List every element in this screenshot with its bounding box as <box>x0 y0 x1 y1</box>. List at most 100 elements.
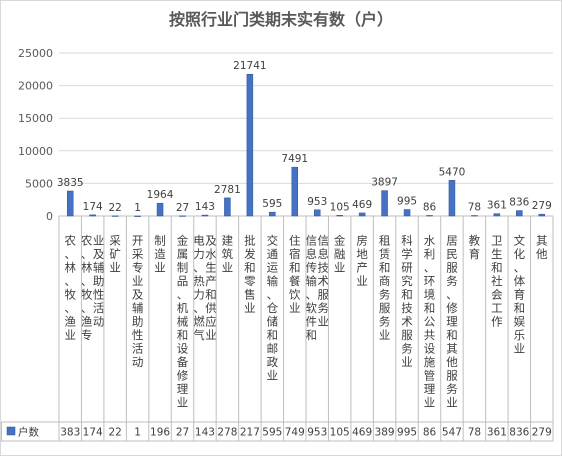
category-label: 居民服务、修理和其他服务业居民服务、修理和其他服务业 <box>446 234 458 410</box>
table-cell: 389 <box>375 427 395 439</box>
bar <box>89 214 96 217</box>
category-label: 水利、环境和公共设施管理业水利、环境和公共设施管理业 <box>424 234 436 410</box>
y-tick-label: 10000 <box>18 145 53 158</box>
category-label-column: 文化、体育和娱乐业 <box>514 234 526 356</box>
bar <box>538 213 546 217</box>
bar <box>201 214 209 217</box>
category-label: 制造业制造业 <box>154 234 166 275</box>
bar <box>493 213 501 217</box>
bars <box>66 73 546 217</box>
table-cell: 953 <box>307 427 327 439</box>
category-label: 科学研究和技术服务业科学研究和技术服务业 <box>401 234 413 370</box>
data-label: 469 <box>352 199 372 211</box>
table-cell: 995 <box>397 427 417 439</box>
category-label: 住宿和餐饮业住宿和餐饮业 <box>289 234 301 316</box>
category-label: 房地产业房地产业 <box>356 234 368 289</box>
category-label-column: 及水生产和供应业 <box>205 234 217 343</box>
y-tick-label: 0 <box>46 210 53 223</box>
category-label-column: 租赁和商务服务业 <box>379 234 391 343</box>
category-label-column: 科学研究和技术服务业 <box>401 234 413 370</box>
table-cell: 278 <box>217 427 237 439</box>
table-cell: 836 <box>509 427 529 439</box>
data-label: 105 <box>330 201 350 213</box>
bar <box>358 212 366 217</box>
data-label: 953 <box>307 196 327 208</box>
table-cell: 361 <box>487 427 507 439</box>
category-labels: 农、林、牧、渔业农、林、牧、渔业农、林、牧、渔专业及辅助性活动农、林、牧、渔专业… <box>64 234 548 410</box>
category-label-column: 住宿和餐饮业 <box>289 234 301 316</box>
data-label: 2781 <box>214 184 241 196</box>
data-label: 21741 <box>233 60 266 72</box>
table-cell: 279 <box>532 427 552 439</box>
category-label: 采矿业采矿业 <box>109 234 121 275</box>
bar <box>381 190 388 217</box>
category-label-column: 农、林、牧、渔专 <box>81 234 93 343</box>
category-label: 金属制品、机械和设备修理业金属制品、机械和设备修理业 <box>177 234 189 410</box>
table-cell: 595 <box>262 427 282 439</box>
category-label-column: 信息传输、软件和 <box>305 234 317 343</box>
data-label: 5470 <box>439 166 466 178</box>
table-cell: 22 <box>108 427 121 439</box>
category-label: 卫生和社会工作卫生和社会工作 <box>491 234 503 329</box>
bar <box>111 215 119 217</box>
bar <box>471 215 478 217</box>
table-cell: 27 <box>176 427 189 439</box>
data-label: 279 <box>532 200 552 212</box>
y-tick-label: 25000 <box>18 47 53 60</box>
y-tick-label: 15000 <box>18 112 53 125</box>
table-cell: 196 <box>150 427 170 439</box>
category-label-column: 建筑业 <box>222 234 234 275</box>
data-label: 3897 <box>371 177 398 189</box>
table-cell: 469 <box>352 427 372 439</box>
category-label: 批发和零售业批发和零售业 <box>244 234 256 316</box>
data-label: 27 <box>176 202 189 214</box>
bar <box>246 73 254 217</box>
category-label-column: 采矿业 <box>109 234 121 275</box>
category-label-column: 业及辅助性活动 <box>93 234 105 329</box>
data-label: 995 <box>397 196 417 208</box>
bar <box>66 190 74 217</box>
y-tick-label: 5000 <box>25 177 53 190</box>
bar <box>313 209 321 217</box>
bar <box>291 166 299 217</box>
table-cell: 1 <box>134 427 141 439</box>
bar <box>224 197 231 217</box>
category-label-column: 电力、热力、燃气 <box>193 234 205 343</box>
data-label: 1 <box>134 202 141 214</box>
bar <box>156 202 164 217</box>
data-label: 595 <box>262 198 282 210</box>
gridlines <box>59 52 553 217</box>
data-label: 86 <box>423 201 437 213</box>
table-cell: 749 <box>285 427 305 439</box>
category-label: 金融业金融业 <box>334 234 346 275</box>
category-label-column: 卫生和社会工作 <box>491 234 503 329</box>
data-label: 836 <box>509 197 529 209</box>
category-label: 交通运输、仓储和邮政业交通运输、仓储和邮政业 <box>267 234 279 383</box>
category-label-column: 信息技术服务业 <box>317 234 329 329</box>
table-cell: 174 <box>83 427 103 439</box>
category-label: 文化、体育和娱乐业文化、体育和娱乐业 <box>514 234 526 356</box>
data-label: 143 <box>195 201 215 213</box>
category-label-column: 金融业 <box>334 234 346 275</box>
category-label-column: 水利、环境和公共设施管理业 <box>424 234 436 410</box>
y-axis-ticks: 0 5000 10000 15000 20000 25000 <box>18 47 53 223</box>
category-label: 教育教育 <box>469 234 481 262</box>
bar <box>336 215 343 217</box>
data-label: 22 <box>108 202 121 214</box>
data-label: 174 <box>83 201 103 213</box>
category-label: 开采专业及辅助性活动开采专业及辅助性活动 <box>132 234 144 370</box>
category-label-column: 农、林、牧、渔业 <box>64 234 76 343</box>
chart-title: 按照行业门类期末实有数（户） <box>169 10 393 29</box>
category-label: 租赁和商务服务业租赁和商务服务业 <box>379 234 391 343</box>
category-label-column: 制造业 <box>154 234 166 275</box>
table-cell: 217 <box>240 427 260 439</box>
table-cell: 105 <box>330 427 350 439</box>
category-label-column: 开采专业及辅助性活动 <box>132 234 144 370</box>
table-cell: 383 <box>60 427 80 439</box>
